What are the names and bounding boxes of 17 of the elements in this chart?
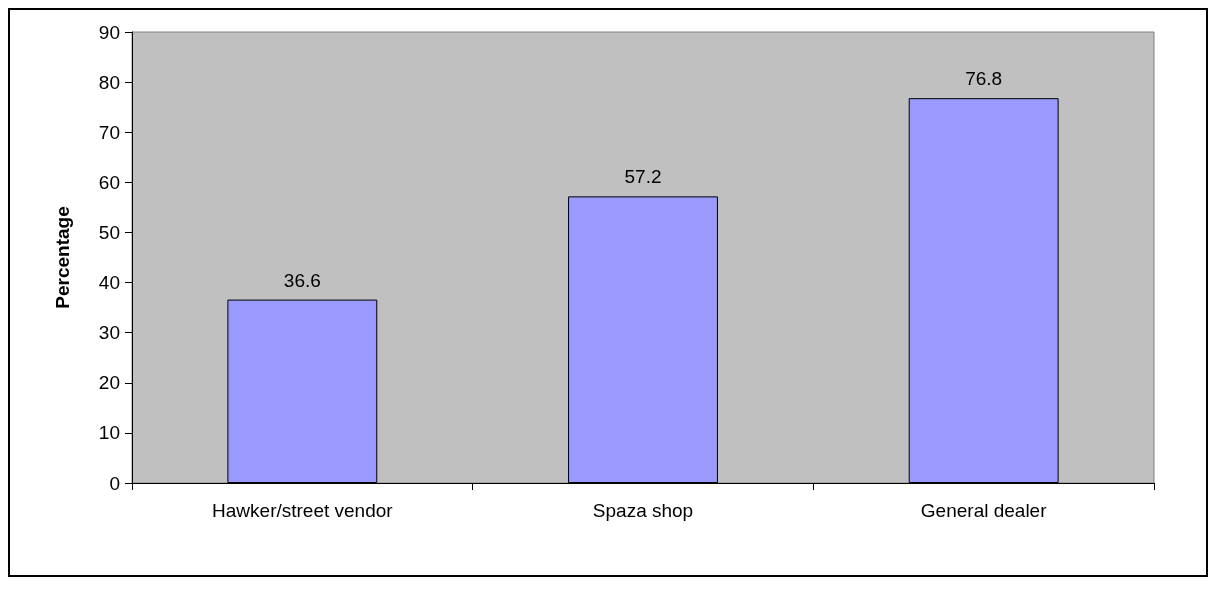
y-tick-label: 90 bbox=[98, 21, 120, 43]
data-label: 76.8 bbox=[965, 68, 1003, 90]
y-tick-label: 10 bbox=[98, 422, 120, 444]
y-tick-label: 20 bbox=[98, 372, 120, 394]
y-tick-label: 70 bbox=[98, 121, 120, 143]
y-tick-label: 60 bbox=[98, 171, 120, 193]
y-tick-label: 50 bbox=[98, 221, 120, 243]
y-tick-label: 0 bbox=[109, 472, 120, 494]
x-tick-label: General dealer bbox=[920, 500, 1048, 521]
y-tick-label: 30 bbox=[98, 322, 120, 344]
x-tick-label: Spaza shop bbox=[592, 500, 694, 521]
y-axis-title: Percentage bbox=[52, 206, 73, 309]
data-label: 36.6 bbox=[283, 269, 321, 291]
x-tick-label: Hawker/street vendor bbox=[212, 500, 394, 521]
y-tick-label: 80 bbox=[98, 71, 120, 93]
y-tick-label: 40 bbox=[98, 272, 120, 294]
data-label: 57.2 bbox=[624, 166, 662, 188]
